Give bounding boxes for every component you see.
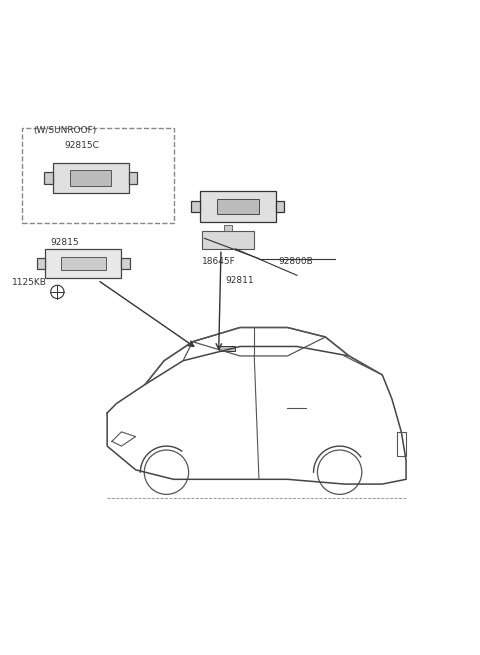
Bar	[70, 170, 111, 186]
Bar	[121, 258, 130, 269]
Text: 1125KB: 1125KB	[12, 278, 47, 287]
Bar	[200, 191, 276, 222]
Text: 92811: 92811	[226, 276, 254, 284]
Text: 18645F: 18645F	[202, 257, 236, 265]
Bar	[191, 200, 200, 212]
Bar	[53, 162, 129, 193]
Bar	[46, 249, 121, 278]
Bar	[202, 231, 254, 249]
Bar	[37, 258, 46, 269]
Text: 92800B: 92800B	[278, 257, 312, 265]
Bar	[224, 225, 232, 231]
Bar	[219, 346, 235, 351]
Bar	[44, 172, 53, 184]
Text: 92815C: 92815C	[64, 141, 99, 149]
Text: (W/SUNROOF): (W/SUNROOF)	[34, 126, 97, 136]
Bar	[276, 200, 284, 212]
Bar	[60, 257, 106, 270]
Bar	[129, 172, 137, 184]
Bar	[217, 199, 259, 214]
Text: 92815: 92815	[50, 238, 79, 247]
